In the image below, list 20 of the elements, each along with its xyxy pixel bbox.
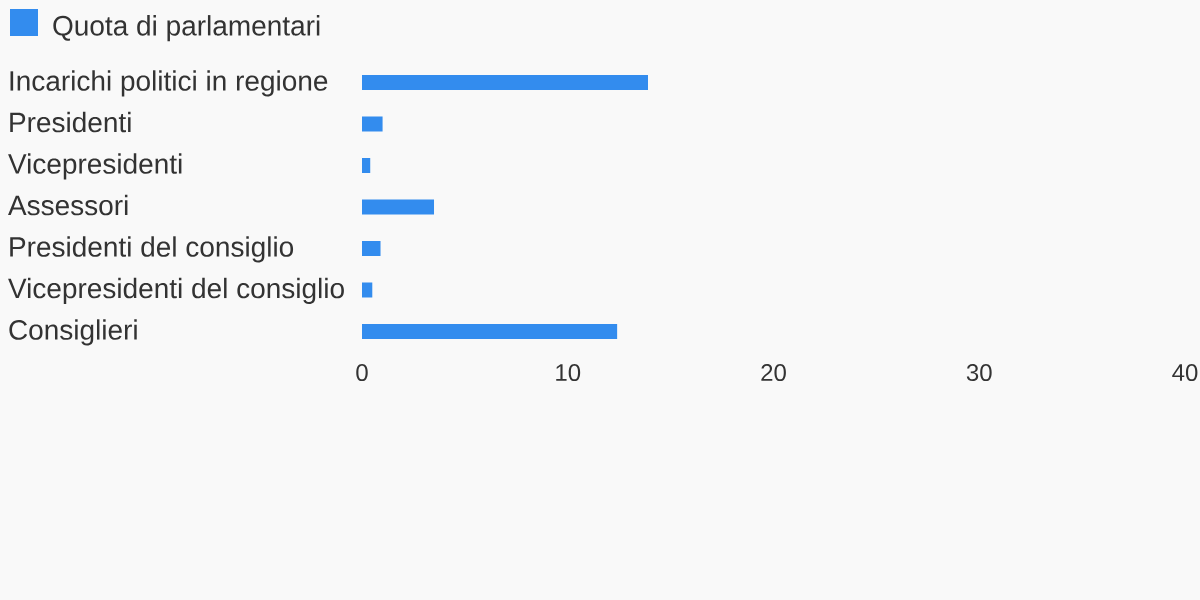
y-tick-label: Consiglieri [9,319,137,346]
x-tick-label: 10 [556,364,581,382]
y-tick-label: Vicepresidenti [8,153,182,180]
x-tick-label: 20 [761,364,786,382]
x-tick-label: 40 [1172,364,1198,382]
y-tick-label: Assessori [8,194,128,216]
bar [362,75,648,90]
bar [362,116,383,132]
y-tick-label: Presidenti [10,111,131,133]
x-tick-label: 0 [356,364,368,382]
bar [362,158,371,173]
y-tick-label: Incarichi politici in regione [10,70,328,97]
bar [362,241,381,256]
legend-label: Quota di parlamentari [53,15,320,42]
bar [362,199,435,215]
bar [362,324,618,339]
y-tick-label: Vicepresidenti del consiglio [8,277,344,304]
bar [362,282,373,298]
y-tick-label: Presidenti del consiglio [10,236,294,263]
x-tick-label: 30 [966,364,992,382]
